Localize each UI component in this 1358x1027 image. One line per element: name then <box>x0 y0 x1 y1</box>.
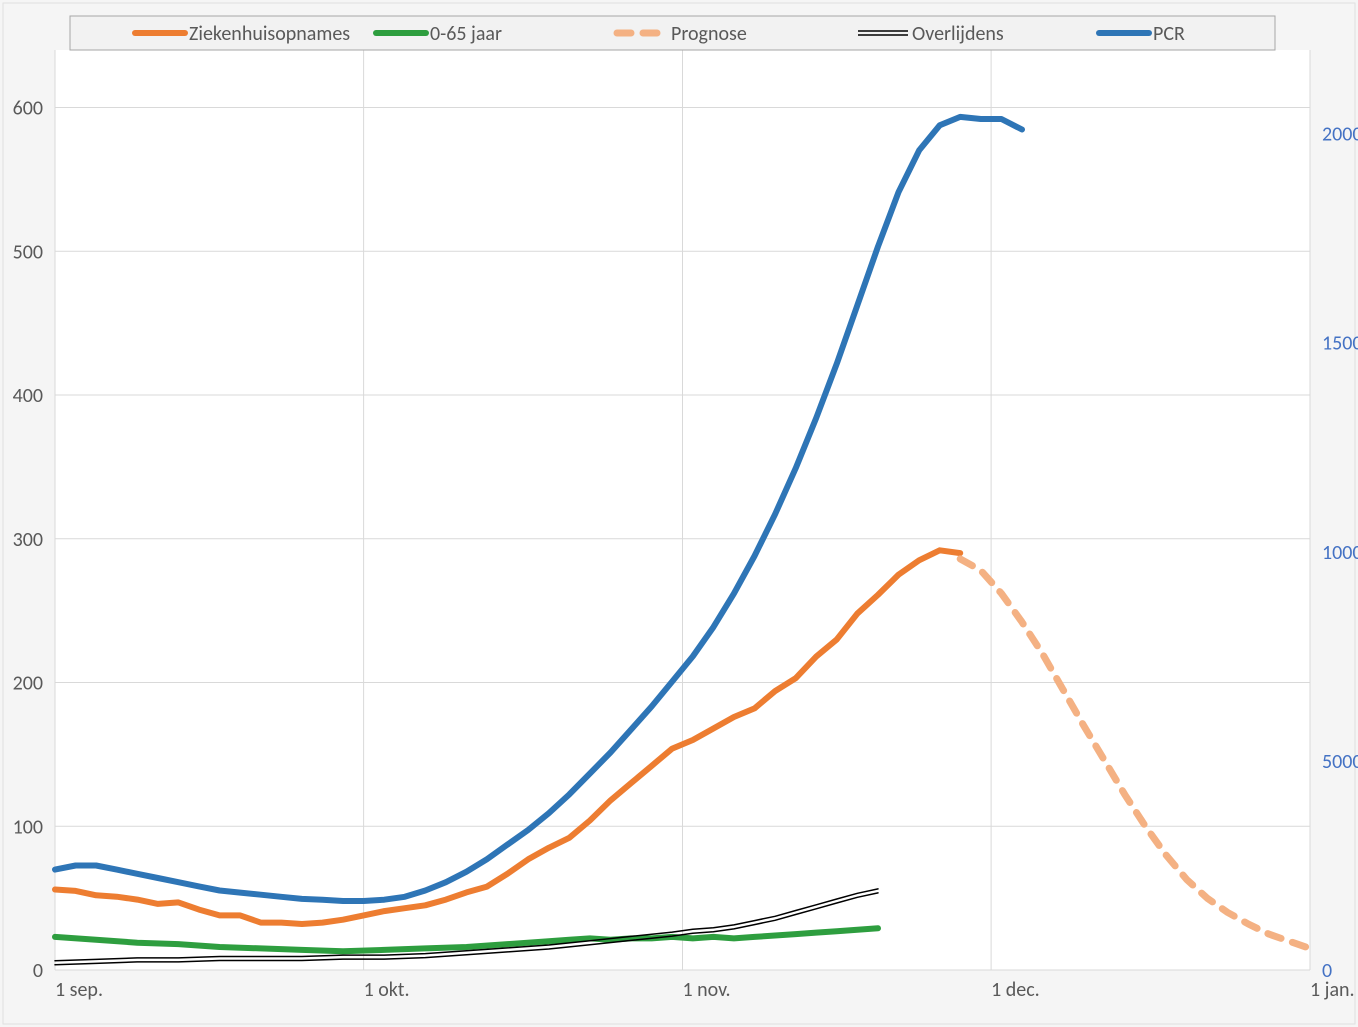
legend-label: PCR <box>1153 22 1185 46</box>
y-left-tick-label: 500 <box>13 240 43 264</box>
chart-container: 0100200300400500600050001000015000200001… <box>0 0 1358 1027</box>
legend-label: Ziekenhuisopnames <box>189 22 350 46</box>
y-right-tick-label: 10000 <box>1322 541 1358 565</box>
legend-label: Prognose <box>671 22 747 46</box>
y-left-tick-label: 600 <box>13 97 43 121</box>
x-tick-label: 1 okt. <box>364 978 410 1002</box>
legend-label: 0-65 jaar <box>430 22 502 46</box>
x-tick-label: 1 nov. <box>683 978 731 1002</box>
y-left-tick-label: 200 <box>13 672 43 696</box>
chart-svg: 0100200300400500600050001000015000200001… <box>0 0 1358 1027</box>
y-right-tick-label: 15000 <box>1322 332 1358 356</box>
x-tick-label: 1 sep. <box>55 978 103 1002</box>
y-left-tick-label: 0 <box>33 959 43 983</box>
y-left-tick-label: 100 <box>13 815 43 839</box>
y-right-tick-label: 5000 <box>1322 750 1358 774</box>
legend-label: Overlijdens <box>912 22 1004 46</box>
y-right-tick-label: 20000 <box>1322 123 1358 147</box>
y-left-tick-label: 400 <box>13 384 43 408</box>
x-tick-label: 1 dec. <box>991 978 1040 1002</box>
y-left-tick-label: 300 <box>13 528 43 552</box>
x-tick-label: 1 jan. <box>1310 978 1355 1002</box>
